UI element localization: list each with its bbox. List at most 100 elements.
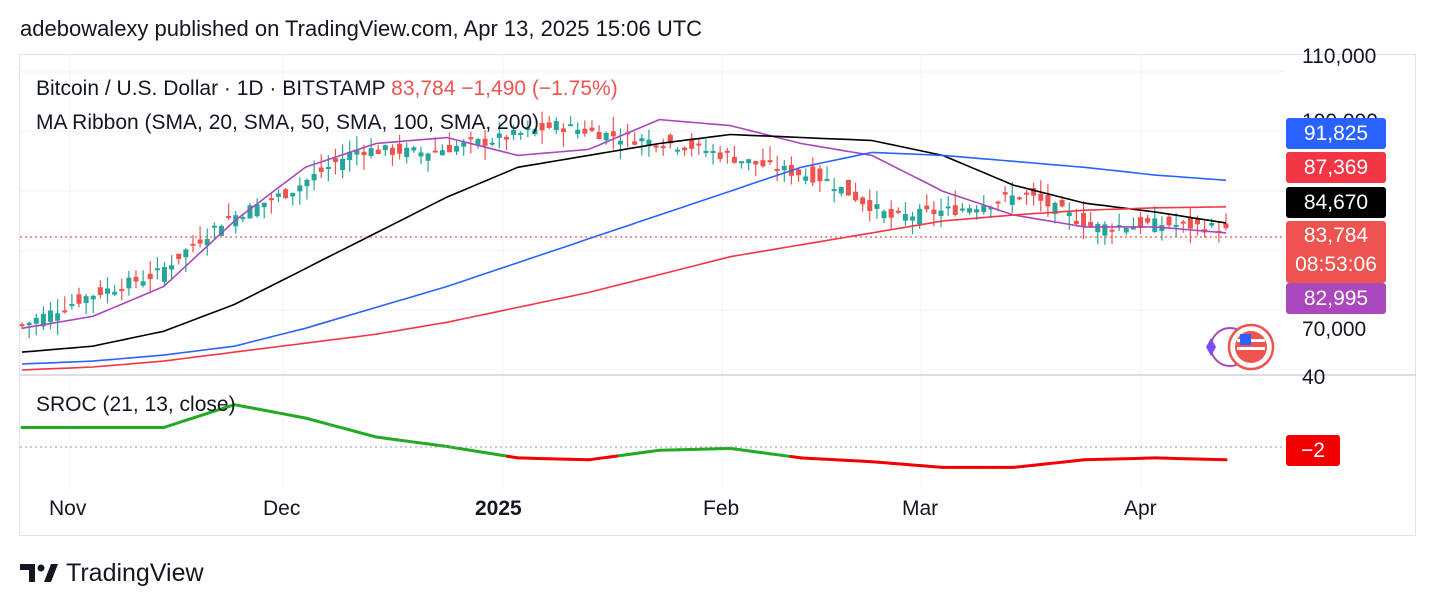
candle-down — [724, 150, 730, 153]
sroc-segment — [475, 449, 489, 455]
candle-up — [454, 146, 460, 152]
sroc-segment — [738, 448, 752, 453]
candle-up — [617, 140, 623, 145]
candle-down — [931, 209, 937, 215]
candle-up — [33, 317, 39, 324]
candle-down — [1138, 217, 1144, 229]
candle-up — [26, 322, 32, 326]
candle-down — [1059, 200, 1065, 207]
candle-up — [69, 304, 75, 307]
x-tick-nov: Nov — [49, 497, 87, 520]
sroc-segment — [394, 438, 408, 443]
candle-up — [553, 121, 559, 131]
candle-up — [1130, 226, 1136, 230]
tradingview-branding[interactable]: TradingView — [20, 558, 204, 588]
candle-down — [1180, 221, 1186, 224]
candle-down — [753, 161, 759, 165]
candle-down — [1223, 223, 1229, 229]
candle-up — [204, 239, 210, 246]
candle-down — [389, 147, 395, 155]
candle-up — [917, 208, 923, 225]
sroc-segment — [860, 459, 874, 464]
sroc-segment — [313, 419, 328, 425]
x-tick-feb: Feb — [703, 497, 740, 520]
candle-up — [511, 129, 517, 135]
candle-down — [952, 205, 958, 215]
candle-up — [40, 313, 46, 327]
candle-down — [760, 160, 766, 167]
candle-up — [902, 214, 908, 221]
candle-down — [375, 149, 381, 154]
candle-up — [532, 129, 538, 135]
candle-up — [674, 149, 680, 152]
candle-up — [945, 206, 951, 209]
candle-up — [739, 161, 745, 164]
candle-up — [938, 210, 944, 216]
candle-up — [489, 142, 495, 145]
candle-up — [418, 152, 424, 157]
candle-up — [161, 266, 167, 282]
candle-down — [1145, 218, 1151, 223]
sroc-segment — [1072, 458, 1086, 463]
x-tick-2025: 2025 — [475, 497, 522, 520]
candle-down — [1016, 197, 1022, 200]
sroc-segment — [415, 440, 429, 446]
sroc-segment — [1042, 461, 1056, 466]
candle-down — [731, 157, 737, 163]
candle-down — [1088, 222, 1094, 227]
candle-up — [1116, 225, 1122, 228]
sroc-segment — [637, 450, 651, 455]
publish-info: adebowalexy published on TradingView.com… — [20, 16, 703, 41]
sroc-segment — [425, 442, 439, 447]
sroc-segment — [748, 449, 763, 454]
sroc-segment — [759, 450, 773, 456]
us-flag-icon[interactable] — [1227, 323, 1275, 371]
indicator-title: MA Ribbon (SMA, 20, SMA, 50, SMA, 100, S… — [36, 111, 540, 134]
sroc-segment — [728, 446, 742, 452]
candle-up — [126, 277, 132, 289]
candle-down — [1073, 220, 1079, 224]
candle-down — [653, 145, 659, 148]
candle-down — [632, 141, 638, 145]
last-price-label: 83,784 08:53:06 — [1286, 221, 1386, 283]
candle-down — [717, 152, 723, 159]
candle-up — [325, 166, 331, 169]
sma200-line — [21, 206, 1227, 371]
sroc-segment — [1032, 462, 1046, 467]
candle-down — [1024, 192, 1030, 195]
x-tick-apr: Apr — [1124, 497, 1157, 520]
sroc-segment — [283, 412, 297, 418]
candle-down — [62, 310, 68, 313]
candle-down — [482, 138, 488, 146]
candle-down — [589, 127, 595, 131]
candle-down — [895, 210, 901, 213]
sroc-segment — [404, 439, 419, 444]
candle-down — [332, 158, 338, 162]
bar-countdown: 08:53:06 — [1295, 253, 1377, 276]
sroc-segment — [344, 427, 358, 434]
sroc-segment — [334, 424, 348, 431]
candle-up — [967, 208, 973, 213]
candle-down — [1031, 188, 1037, 196]
candle-up — [461, 142, 467, 147]
sroc-segment — [263, 408, 277, 414]
candle-up — [1095, 223, 1101, 233]
candle-up — [47, 310, 53, 322]
candle-up — [1173, 224, 1179, 227]
candle-down — [197, 239, 203, 244]
candle-down — [318, 167, 324, 172]
candle-up — [496, 133, 502, 138]
candle-up — [646, 139, 652, 147]
candle-up — [340, 158, 346, 171]
sroc-segment — [455, 446, 469, 452]
sroc-segment — [354, 430, 368, 436]
candle-up — [240, 217, 246, 220]
chart-frame[interactable] — [19, 54, 1416, 536]
last-price-value: 83,784 — [1303, 224, 1369, 247]
candle-down — [1166, 216, 1172, 226]
candle-down — [867, 200, 873, 211]
sroc-segment — [607, 454, 621, 459]
sroc-segment — [364, 432, 378, 439]
candle-down — [817, 168, 823, 182]
